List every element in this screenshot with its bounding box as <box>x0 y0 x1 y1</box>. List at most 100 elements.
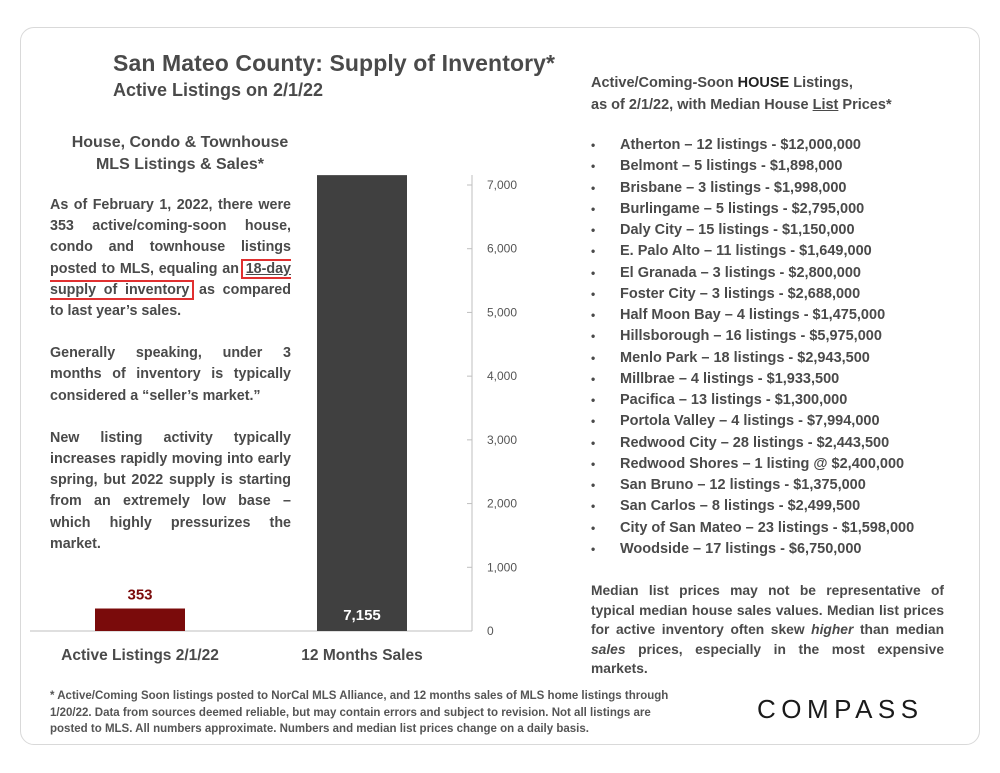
highlight-rest: supply of inventory <box>50 281 190 298</box>
note-emphasis-higher: higher <box>811 622 854 638</box>
listing-item: • Woodside – 17 listings - $6,750,000 <box>591 539 914 560</box>
listing-text: San Bruno – 12 listings - $1,375,000 <box>620 477 866 493</box>
listing-text: Foster City – 3 listings - $2,688,000 <box>620 285 861 302</box>
listings-header: Active/Coming-Soon HOUSE Listings, as of… <box>591 72 892 116</box>
highlight-box: 18-day supply of inventory <box>50 258 291 300</box>
bullet-icon: • <box>591 223 596 237</box>
chart-heading-line-1: House, Condo & Townhouse <box>71 134 289 151</box>
listing-item: • San Carlos – 8 listings - $2,499,500 <box>591 496 914 517</box>
y-tick-label: 4,000 <box>487 369 517 383</box>
listing-item: • Belmont – 5 listings - $1,898,000 <box>591 156 914 177</box>
listing-text: El Granada – 3 listings - $2,800,000 <box>620 264 861 281</box>
y-tick-label: 1,000 <box>487 560 517 574</box>
listing-item: • Hillsborough – 16 listings - $5,975,000 <box>591 326 914 347</box>
listings-header-house: HOUSE <box>737 75 790 91</box>
listing-item: • San Bruno – 12 listings - $1,375,000 <box>591 475 914 496</box>
listing-text: Redwood Shores – 1 listing @ $2,400,000 <box>620 455 905 472</box>
bullet-icon: • <box>591 435 596 450</box>
listing-text: Millbrae – 4 listings - $1,933,500 <box>620 370 840 387</box>
listing-text: Belmont – 5 listings - $1,898,000 <box>620 158 843 175</box>
city-listings: • Atherton – 12 listings - $12,000,000 • Be… <box>591 135 914 560</box>
footnote: * Active/Coming Soon listings posted to … <box>50 690 669 735</box>
listing-item: • Pacifica – 13 listings - $1,300,000 <box>591 390 914 411</box>
bullet-icon: • <box>591 541 596 556</box>
bullet-icon: • <box>591 350 596 365</box>
listing-text: Menlo Park – 18 listings - $2,943,500 <box>620 349 870 366</box>
listing-text: Half Moon Bay – 4 listings - $1,475,000 <box>620 307 886 323</box>
listing-item: • Redwood Shores – 1 listing @ $2,400,000 <box>591 454 914 475</box>
page-title: San Mateo County: Supply of Inventory* <box>113 50 556 76</box>
overlay-paragraph-1: As of February 1, 2022, there were 353 a… <box>50 195 291 322</box>
note-text: Median list prices may not be representa… <box>591 583 944 638</box>
bullet-icon: • <box>591 180 596 195</box>
listing-item: • City of San Mateo – 23 listings - $1,59… <box>591 518 914 539</box>
y-tick-label: 2,000 <box>487 497 517 511</box>
bullet-icon: • <box>591 520 596 535</box>
chart-overlay-text: As of February 1, 2022, there were 353 a… <box>50 195 291 555</box>
note-text: than median <box>853 622 945 638</box>
listing-item: • Daly City – 15 listings - $1,150,000 <box>591 220 914 241</box>
listings-header-line-2: as of 2/1/22, with Median House List Pri… <box>591 94 892 116</box>
y-tick-label: 6,000 <box>487 242 517 256</box>
bullet-icon: • <box>591 265 596 280</box>
listing-text: Woodside – 17 listings - $6,750,000 <box>620 540 862 557</box>
y-tick-label: 5,000 <box>487 305 517 319</box>
listing-item: • Half Moon Bay – 4 listings - $1,475,000 <box>591 305 914 326</box>
listing-text: Daly City – 15 listings - $1,150,000 <box>620 222 855 238</box>
bullet-icon: • <box>591 329 596 344</box>
listing-text: Pacifica – 13 listings - $1,300,000 <box>620 392 848 408</box>
x-category-label: Active Listings 2/1/22 <box>61 647 219 664</box>
bullet-icon: • <box>591 371 596 386</box>
bar-1 <box>95 608 185 631</box>
listings-header-text: Listings, <box>789 75 853 91</box>
listing-text: Burlingame – 5 listings - $2,795,000 <box>620 200 865 217</box>
listing-item: • Millbrae – 4 listings - $1,933,500 <box>591 369 914 390</box>
bullet-icon: • <box>591 414 596 429</box>
note-text: prices, especially in the most expensive… <box>591 641 944 677</box>
bullet-icon: • <box>591 393 596 407</box>
listings-header-text: as of 2/1/22, with Median House <box>591 97 813 113</box>
bullet-icon: • <box>591 286 596 301</box>
listings-header-list: List <box>812 97 839 113</box>
listing-text: San Carlos – 8 listings - $2,499,500 <box>620 498 861 515</box>
listings-header-line-1: Active/Coming-Soon HOUSE Listings, <box>591 72 892 94</box>
listing-text: Redwood City – 28 listings - $2,443,500 <box>620 434 890 451</box>
listing-item: • Portola Valley – 4 listings - $7,994,00… <box>591 411 914 432</box>
bullet-icon: • <box>591 159 596 174</box>
bullet-icon: • <box>591 201 596 216</box>
y-tick-label: 7,000 <box>487 178 517 192</box>
listing-item: • Redwood City – 28 listings - $2,443,500 <box>591 433 914 454</box>
y-tick-label: 0 <box>487 624 494 638</box>
data-label: 353 <box>127 587 152 604</box>
listings-header-text: Prices* <box>838 97 892 113</box>
listing-item: • Foster City – 3 listings - $2,688,000 <box>591 284 914 305</box>
bar-2 <box>317 175 407 632</box>
listing-text: E. Palo Alto – 11 listings - $1,649,000 <box>620 243 872 260</box>
note-emphasis-sales: sales <box>591 641 626 657</box>
chart-heading: House, Condo & Townhouse MLS Listings & … <box>50 132 310 176</box>
page-subtitle: Active Listings on 2/1/22 <box>113 80 324 100</box>
overlay-paragraph-3: New listing activity typically increases… <box>50 429 291 552</box>
listing-text: Hillsborough – 16 listings - $5,975,000 <box>620 328 882 345</box>
listing-text: City of San Mateo – 23 listings - $1,598… <box>620 519 915 536</box>
overlay-p1-after: as compared to last year’s sales. <box>50 281 291 320</box>
listing-text: Atherton – 12 listings - $12,000,000 <box>620 137 861 153</box>
median-price-note: Median list prices may not be representa… <box>591 581 944 679</box>
overlay-paragraph-2: Generally speaking, under 3 months of in… <box>50 345 291 404</box>
listing-text: Portola Valley – 4 listings - $7,994,000 <box>620 413 880 430</box>
compass-logo: COMPASS <box>757 694 924 724</box>
y-tick-label: 3,000 <box>487 433 517 447</box>
listing-item: • El Granada – 3 listings - $2,800,000 <box>591 263 914 284</box>
highlight-18-day: 18-day <box>245 260 291 277</box>
listing-item: • Burlingame – 5 listings - $2,795,000 <box>591 199 914 220</box>
bullet-icon: • <box>591 244 596 259</box>
bullet-icon: • <box>591 138 596 152</box>
bullet-icon: • <box>591 478 596 492</box>
chart-heading-line-2: MLS Listings & Sales* <box>95 156 265 173</box>
listing-item: • Atherton – 12 listings - $12,000,000 <box>591 135 914 156</box>
data-label: 7,155 <box>343 607 381 624</box>
listing-item: • Menlo Park – 18 listings - $2,943,500 <box>591 348 914 369</box>
overlay-p1-before: As of February 1, 2022, there were 353 a… <box>50 197 291 277</box>
bullet-icon: • <box>591 499 596 514</box>
